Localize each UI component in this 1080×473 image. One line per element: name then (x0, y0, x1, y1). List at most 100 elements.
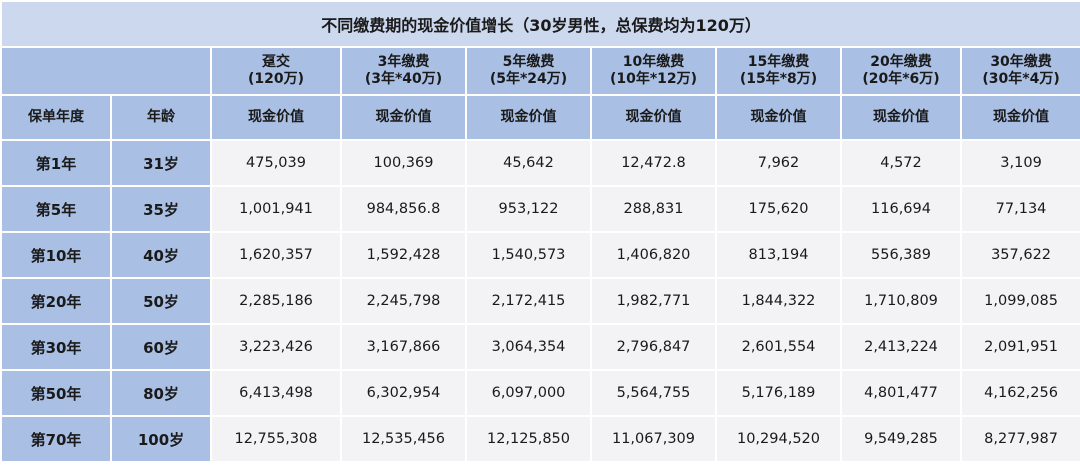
age: 35岁 (110, 185, 212, 233)
age: 50岁 (110, 277, 212, 325)
cash-value: 2,245,798 (340, 277, 467, 325)
cash-value: 5,176,189 (715, 369, 842, 417)
table-row: 第50年 80岁 6,413,498 6,302,954 6,097,000 5,564,… (0, 369, 1080, 417)
cash-value: 12,755,308 (210, 415, 342, 463)
cash-value: 9,549,285 (840, 415, 962, 463)
cash-value: 45,642 (465, 139, 592, 187)
plan-header: 15年缴费 (15年*8万) (715, 46, 842, 96)
age: 31岁 (110, 139, 212, 187)
policy-year: 第1年 (0, 139, 112, 187)
plan-detail: (30年*4万) (982, 71, 1060, 87)
cash-value: 288,831 (590, 185, 717, 233)
cash-value: 1,592,428 (340, 231, 467, 279)
cash-value: 8,277,987 (959, 415, 1080, 463)
cash-value: 475,039 (210, 139, 342, 187)
table-body: 不同缴费期的现金价值增长（30岁男性，总保费均为120万） 趸交 (120万) 3年… (0, 0, 1080, 463)
value-header: 现金价值 (959, 94, 1080, 141)
row-header-label: 保单年度 (0, 94, 112, 141)
cash-value: 77,134 (959, 185, 1080, 233)
cash-value: 6,302,954 (340, 369, 467, 417)
plan-detail: (15年*8万) (739, 71, 818, 87)
cash-value: 357,622 (959, 231, 1080, 279)
plan-header: 3年缴费 (3年*40万) (340, 46, 467, 96)
cash-value: 100,369 (340, 139, 467, 187)
age: 100岁 (110, 415, 212, 463)
table-row: 保单年度 年龄 现金价值 现金价值 现金价值 现金价值 现金价值 现金价值 现金价值 (0, 94, 1080, 141)
cash-value: 6,413,498 (210, 369, 342, 417)
policy-year: 第30年 (0, 323, 112, 371)
plan-header: 5年缴费 (5年*24万) (465, 46, 592, 96)
plan-name: 20年缴费 (870, 54, 932, 70)
table-row: 第70年 100岁 12,755,308 12,535,456 12,125,850 11… (0, 415, 1080, 463)
cash-value: 1,620,357 (210, 231, 342, 279)
cash-value: 2,601,554 (715, 323, 842, 371)
age: 60岁 (110, 323, 212, 371)
cash-value: 1,844,322 (715, 277, 842, 325)
age: 40岁 (110, 231, 212, 279)
policy-year: 第50年 (0, 369, 112, 417)
cash-value: 4,162,256 (959, 369, 1080, 417)
cash-value: 12,472.8 (590, 139, 717, 187)
cash-value: 4,572 (840, 139, 962, 187)
value-header: 现金价值 (340, 94, 467, 141)
plan-header: 趸交 (120万) (210, 46, 342, 96)
value-header: 现金价值 (590, 94, 717, 141)
cash-value: 2,413,224 (840, 323, 962, 371)
cash-value: 3,109 (959, 139, 1080, 187)
plan-name: 30年缴费 (990, 54, 1052, 70)
table-row: 第5年 35岁 1,001,941 984,856.8 953,122 288,831 17… (0, 185, 1080, 233)
cash-value-table: 不同缴费期的现金价值增长（30岁男性，总保费均为120万） 趸交 (120万) 3年… (0, 0, 1080, 463)
plan-name: 3年缴费 (377, 54, 430, 70)
plan-name: 趸交 (262, 54, 290, 70)
cash-value: 175,620 (715, 185, 842, 233)
cash-value: 3,167,866 (340, 323, 467, 371)
header-blank (0, 46, 212, 96)
cash-value: 1,099,085 (959, 277, 1080, 325)
plan-name: 5年缴费 (502, 54, 555, 70)
cash-value: 116,694 (840, 185, 962, 233)
plan-detail: (20年*6万) (862, 71, 940, 87)
value-header: 现金价值 (210, 94, 342, 141)
plan-detail: (120万) (247, 71, 305, 87)
cash-value: 12,535,456 (340, 415, 467, 463)
table-row: 第20年 50岁 2,285,186 2,245,798 2,172,415 1,982,… (0, 277, 1080, 325)
value-header: 现金价值 (465, 94, 592, 141)
cash-value: 11,067,309 (590, 415, 717, 463)
cash-value: 3,223,426 (210, 323, 342, 371)
cash-value: 984,856.8 (340, 185, 467, 233)
policy-year: 第20年 (0, 277, 112, 325)
plan-name: 10年缴费 (622, 54, 685, 70)
cash-value: 813,194 (715, 231, 842, 279)
value-header: 现金价值 (715, 94, 842, 141)
cash-value: 4,801,477 (840, 369, 962, 417)
cash-value: 10,294,520 (715, 415, 842, 463)
policy-year: 第70年 (0, 415, 112, 463)
table-row: 趸交 (120万) 3年缴费 (3年*40万) 5年缴费 (5年*24万) 10年缴费 (10… (0, 46, 1080, 96)
row-header-label: 年龄 (110, 94, 212, 141)
plan-detail: (3年*40万) (364, 71, 443, 87)
cash-value: 1,540,573 (465, 231, 592, 279)
cash-value: 1,001,941 (210, 185, 342, 233)
plan-detail: (10年*12万) (609, 71, 698, 87)
cash-value: 12,125,850 (465, 415, 592, 463)
cash-value: 2,285,186 (210, 277, 342, 325)
plan-header: 20年缴费 (20年*6万) (840, 46, 962, 96)
cash-value: 556,389 (840, 231, 962, 279)
cash-value: 1,406,820 (590, 231, 717, 279)
cash-value: 953,122 (465, 185, 592, 233)
value-header: 现金价值 (840, 94, 962, 141)
cash-value: 1,982,771 (590, 277, 717, 325)
cash-value: 3,064,354 (465, 323, 592, 371)
cash-value: 2,796,847 (590, 323, 717, 371)
cash-value: 2,172,415 (465, 277, 592, 325)
policy-year: 第5年 (0, 185, 112, 233)
plan-header: 10年缴费 (10年*12万) (590, 46, 717, 96)
table-title: 不同缴费期的现金价值增长（30岁男性，总保费均为120万） (0, 0, 1080, 48)
plan-name: 15年缴费 (747, 54, 810, 70)
age: 80岁 (110, 369, 212, 417)
cash-value: 1,710,809 (840, 277, 962, 325)
table-row: 第10年 40岁 1,620,357 1,592,428 1,540,573 1,406,… (0, 231, 1080, 279)
cash-value: 7,962 (715, 139, 842, 187)
table-row: 第1年 31岁 475,039 100,369 45,642 12,472.8 7,962 4… (0, 139, 1080, 187)
